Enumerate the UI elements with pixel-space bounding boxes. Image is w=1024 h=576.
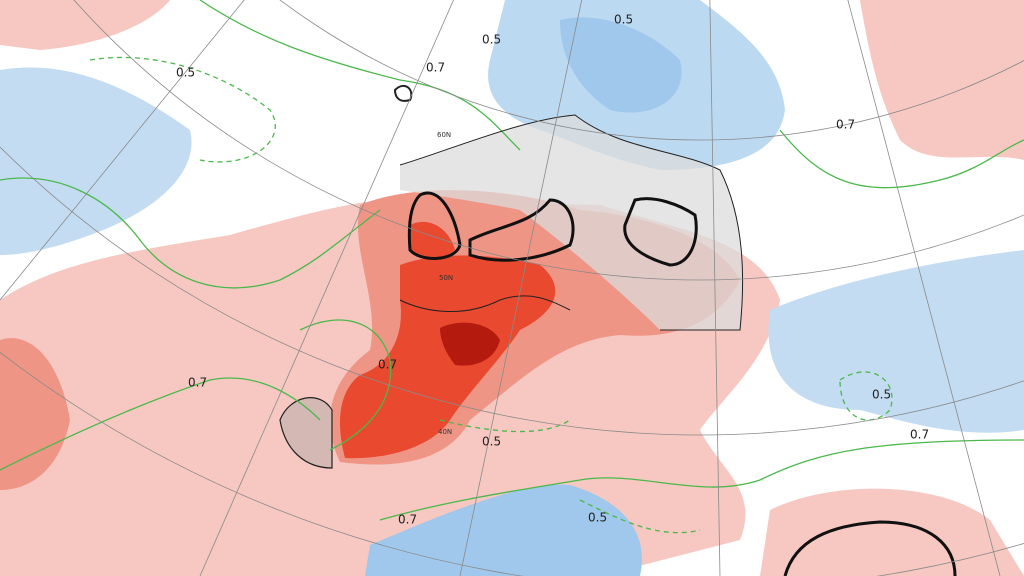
contour-label: 0.7 bbox=[398, 513, 417, 527]
latitude-label: 40N bbox=[438, 428, 452, 436]
longitude-line bbox=[199, 0, 454, 576]
contour-label: 0.5 bbox=[176, 66, 195, 80]
longitude-line bbox=[459, 0, 583, 576]
neutral-grey-area bbox=[279, 397, 333, 469]
contour-label: 0.5 bbox=[614, 13, 633, 27]
longitude-line bbox=[0, 0, 245, 301]
contour-line bbox=[623, 197, 698, 267]
latitude-line bbox=[279, 0, 1024, 141]
cold-area bbox=[768, 250, 1024, 433]
black-contours bbox=[407, 191, 957, 576]
latitude-line bbox=[0, 146, 1024, 436]
longitude-line bbox=[847, 0, 1001, 576]
weak-warm-area bbox=[0, 0, 170, 50]
contour-line bbox=[779, 129, 1024, 189]
contour-line bbox=[439, 419, 571, 433]
contour-label: 0.7 bbox=[836, 118, 855, 132]
latitude-line bbox=[73, 0, 1024, 281]
contour-line bbox=[468, 198, 575, 262]
extreme-warm-area bbox=[440, 322, 500, 366]
contour-line bbox=[0, 177, 381, 289]
map-labels: 0.5 0.7 0.5 0.5 0.7 0.7 0.7 0.5 0.7 0.5 0.7 0.5 60N 5… bbox=[176, 13, 929, 527]
cold-area bbox=[365, 484, 642, 576]
moderate-warm-area bbox=[0, 338, 70, 490]
latitude-label: 60N bbox=[437, 131, 451, 139]
strong-warm-area bbox=[340, 255, 556, 459]
contour-label: 0.5 bbox=[482, 435, 501, 449]
thin-contours bbox=[393, 84, 744, 331]
green-contours bbox=[0, 0, 1024, 534]
contour-line bbox=[0, 377, 321, 471]
strong-warm-area bbox=[410, 221, 455, 259]
weak-warm-area bbox=[760, 488, 1024, 576]
contour-line bbox=[379, 439, 1024, 521]
contour-label: 0.5 bbox=[872, 388, 891, 402]
contour-line bbox=[393, 84, 413, 102]
contour-label: 0.7 bbox=[426, 61, 445, 75]
contour-line bbox=[399, 295, 571, 312]
longitude-line bbox=[709, 0, 721, 576]
cold-area bbox=[0, 67, 192, 255]
contour-line bbox=[89, 56, 276, 163]
contour-label: 0.7 bbox=[378, 358, 397, 372]
contour-line bbox=[399, 114, 744, 331]
contour-label: 0.5 bbox=[482, 33, 501, 47]
contour-label: 0.5 bbox=[588, 511, 607, 525]
contour-line bbox=[299, 319, 392, 451]
contour-line bbox=[839, 371, 893, 421]
contour-label: 0.7 bbox=[188, 376, 207, 390]
cold-area bbox=[560, 17, 682, 113]
latitude-label: 50N bbox=[439, 274, 453, 282]
weak-warm-area bbox=[860, 0, 1024, 160]
contour-line bbox=[199, 0, 521, 151]
contour-line bbox=[579, 499, 701, 534]
contour-line bbox=[407, 191, 462, 260]
contour-label: 0.7 bbox=[910, 428, 929, 442]
contour-line bbox=[783, 520, 957, 576]
